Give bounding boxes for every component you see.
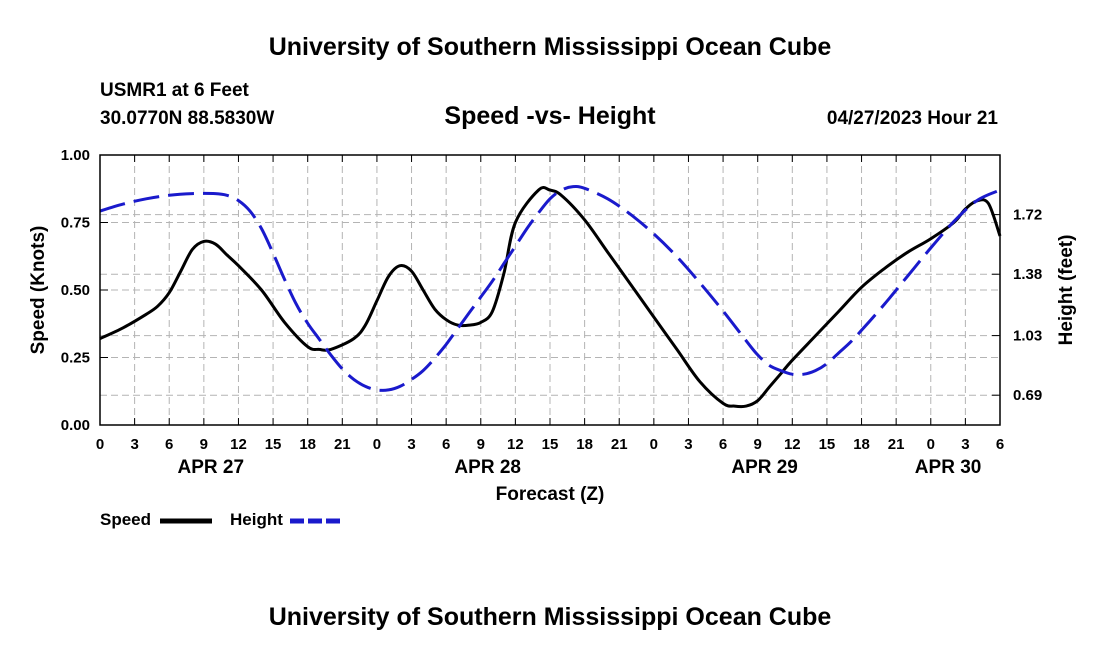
y-tick-label: 1.00 bbox=[61, 147, 90, 164]
x-axis-label: Forecast (Z) bbox=[496, 484, 605, 505]
x-tick-label: 18 bbox=[576, 436, 593, 453]
x-tick-label: 0 bbox=[650, 436, 658, 453]
y2-tick-label: 0.69 bbox=[1013, 387, 1042, 404]
x-tick-label: 9 bbox=[477, 436, 485, 453]
x-tick-label: 0 bbox=[373, 436, 381, 453]
x-tick-label: 15 bbox=[265, 436, 282, 453]
day-label: APR 29 bbox=[731, 457, 798, 478]
x-tick-label: 0 bbox=[927, 436, 935, 453]
x-tick-label: 12 bbox=[784, 436, 801, 453]
y-tick-label: 0.50 bbox=[61, 282, 90, 299]
x-tick-label: 12 bbox=[230, 436, 247, 453]
y-tick-label: 0.00 bbox=[61, 417, 90, 434]
x-tick-label: 15 bbox=[819, 436, 836, 453]
x-tick-label: 18 bbox=[299, 436, 316, 453]
y2-tick-label: 1.03 bbox=[1013, 328, 1042, 345]
x-tick-label: 9 bbox=[754, 436, 762, 453]
y2-tick-label: 1.38 bbox=[1013, 266, 1042, 283]
y-axis-label: Speed (Knots) bbox=[28, 226, 49, 355]
coordinates-label: 30.0770N 88.5830W bbox=[100, 108, 274, 129]
x-tick-label: 9 bbox=[200, 436, 208, 453]
x-tick-label: 6 bbox=[442, 436, 450, 453]
x-tick-label: 6 bbox=[996, 436, 1004, 453]
y-tick-label: 0.25 bbox=[61, 350, 90, 367]
y2-tick-label: 1.72 bbox=[1013, 207, 1042, 224]
x-tick-label: 15 bbox=[542, 436, 559, 453]
height-series-line bbox=[99, 184, 1001, 392]
day-label: APR 30 bbox=[915, 457, 982, 478]
x-tick-label: 6 bbox=[719, 436, 727, 453]
y-tick-label: 0.75 bbox=[61, 215, 90, 232]
day-label: APR 28 bbox=[454, 457, 521, 478]
x-tick-label: 3 bbox=[130, 436, 138, 453]
x-tick-label: 21 bbox=[611, 436, 628, 453]
x-tick-label: 21 bbox=[334, 436, 351, 453]
legend-speed-label: Speed bbox=[100, 510, 151, 529]
series-layer bbox=[99, 184, 1002, 409]
legend-height-label: Height bbox=[230, 510, 283, 529]
x-tick-label: 3 bbox=[961, 436, 969, 453]
y2-axis-label: Height (feet) bbox=[1056, 235, 1077, 346]
x-tick-label: 12 bbox=[507, 436, 524, 453]
bottom-title: University of Southern Mississippi Ocean… bbox=[269, 603, 832, 631]
chart-title: Speed -vs- Height bbox=[444, 102, 656, 130]
day-label: APR 27 bbox=[178, 457, 245, 478]
top-title: University of Southern Mississippi Ocean… bbox=[269, 33, 832, 61]
grid bbox=[100, 155, 1000, 425]
axes: 0 3 6 9 12 15 18 21 0 3 6 9 12 15 18 21 0 3 6 9 12 15 18 21 0 3 6A… bbox=[61, 147, 1042, 478]
x-tick-label: 18 bbox=[853, 436, 870, 453]
datetime-label: 04/27/2023 Hour 21 bbox=[827, 108, 999, 129]
x-tick-label: 3 bbox=[407, 436, 415, 453]
x-tick-label: 6 bbox=[165, 436, 173, 453]
x-tick-label: 3 bbox=[684, 436, 692, 453]
speed-series-line bbox=[99, 186, 1002, 409]
x-tick-label: 0 bbox=[96, 436, 104, 453]
legend: Speed Height bbox=[100, 510, 342, 529]
station-label: USMR1 at 6 Feet bbox=[100, 80, 250, 101]
x-tick-label: 21 bbox=[888, 436, 905, 453]
